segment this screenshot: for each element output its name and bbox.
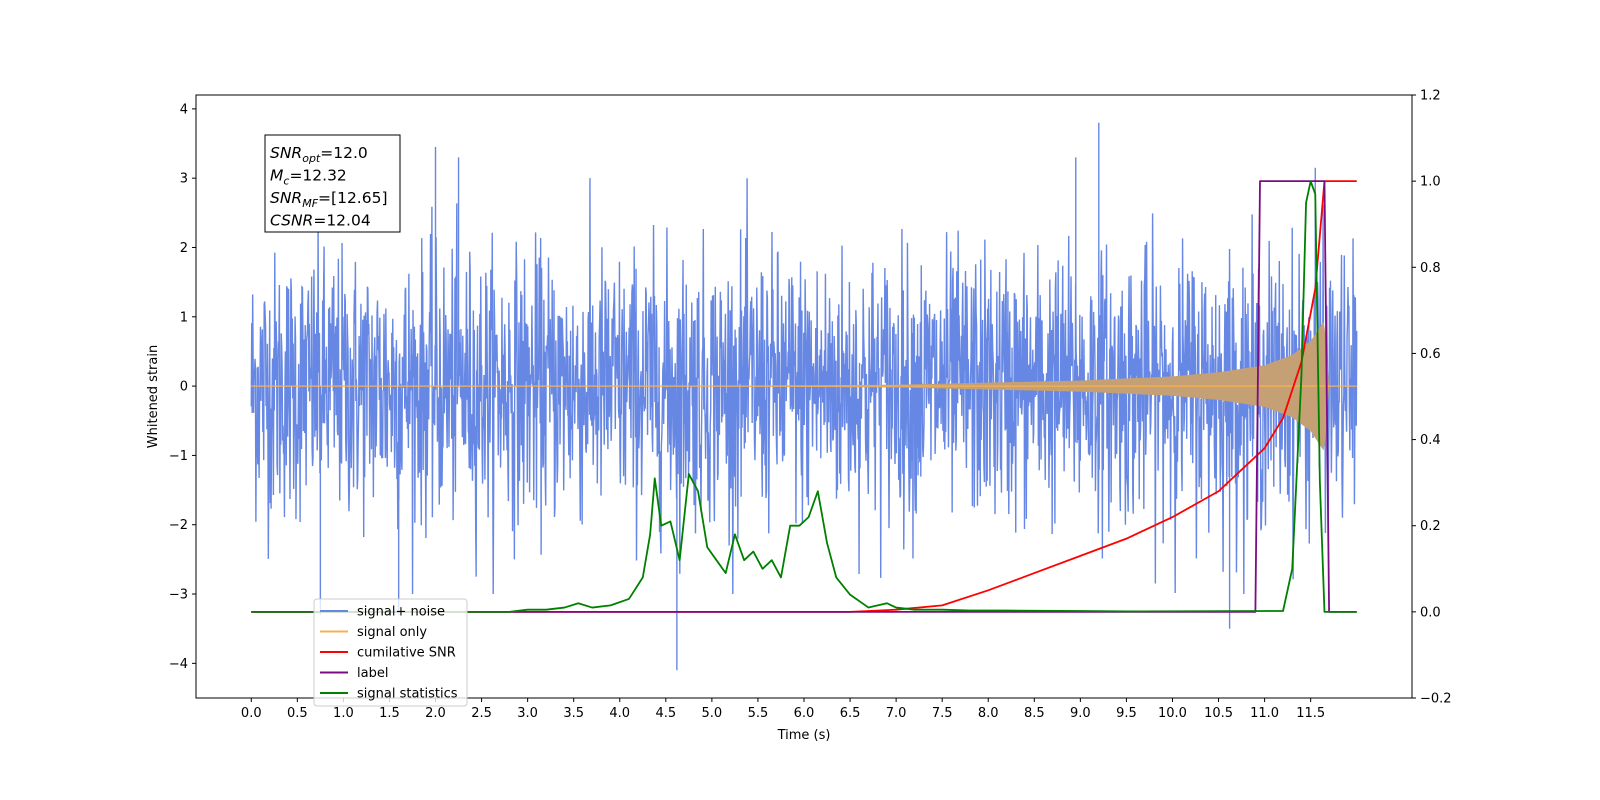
y-axis-label: Whitened strain — [146, 345, 161, 448]
stats-line: Mc=12.32 — [270, 167, 347, 188]
x-axis: 0.0 0.5 1.0 1.5 2.0 2.5 3.0 3.5 4.0 4.5 5.0 5.5 6.0 6… — [241, 698, 1325, 721]
y-tick-label: 3 — [180, 172, 188, 187]
x-tick-label: 6.5 — [840, 706, 861, 721]
x-tick-label: 8.0 — [978, 706, 999, 721]
x-tick-label: 0.0 — [241, 706, 262, 721]
y-axis-left: −4 −3 −2 −1 0 1 2 3 4 — [169, 102, 196, 672]
series-signal-statistics-line — [251, 180, 1357, 613]
x-tick-label: 7.5 — [932, 706, 953, 721]
y2-tick-label: 0.4 — [1420, 433, 1441, 448]
x-tick-label: 11.5 — [1296, 706, 1325, 721]
x-tick-label: 10.5 — [1204, 706, 1233, 721]
y-tick-label: 4 — [180, 102, 188, 117]
legend: signal+ noise signal only cumilative SNR la… — [313, 598, 468, 707]
plot-area — [250, 122, 1358, 671]
legend-frame — [313, 598, 468, 707]
legend-entry-label: signal statistics — [357, 687, 458, 702]
x-tick-label: 8.5 — [1024, 706, 1045, 721]
x-tick-label: 4.0 — [609, 706, 630, 721]
x-tick-label: 10.0 — [1158, 706, 1187, 721]
y2-tick-label: 1.2 — [1420, 89, 1441, 104]
y-tick-label: −1 — [169, 449, 188, 464]
legend-entry-label: cumilative SNR — [357, 646, 456, 661]
x-tick-label: 11.0 — [1250, 706, 1279, 721]
x-tick-label: 5.0 — [702, 706, 723, 721]
y-tick-label: −2 — [169, 518, 188, 533]
x-tick-label: 0.5 — [287, 706, 308, 721]
x-tick-label: 6.0 — [794, 706, 815, 721]
x-tick-label: 9.5 — [1116, 706, 1137, 721]
y2-tick-label: −0.2 — [1420, 692, 1452, 707]
y-tick-label: −3 — [169, 588, 188, 603]
y2-tick-label: 0.0 — [1420, 605, 1441, 620]
legend-entry-label: signal only — [357, 625, 427, 640]
x-tick-label: 3.5 — [563, 706, 584, 721]
x-tick-label: 7.0 — [886, 706, 907, 721]
stats-box-frame — [264, 134, 401, 233]
x-tick-label: 2.5 — [471, 706, 492, 721]
x-tick-label: 5.5 — [748, 706, 769, 721]
y2-tick-label: 0.2 — [1420, 519, 1441, 534]
stats-line: SNRopt=12.0 — [270, 144, 368, 165]
y-tick-label: −4 — [169, 657, 188, 672]
x-axis-label: Time (s) — [777, 728, 831, 743]
x-tick-label: 4.5 — [655, 706, 676, 721]
legend-entry-label: signal+ noise — [357, 605, 445, 620]
series-cumilative-snr-line — [251, 180, 1357, 613]
y2-tick-label: 0.8 — [1420, 261, 1441, 276]
x-tick-label: 3.0 — [517, 706, 538, 721]
x-tick-label: 1.5 — [379, 706, 400, 721]
stats-line: CSNR=12.04 — [270, 212, 371, 230]
legend-entry-label: label — [357, 666, 388, 681]
stats-line: SNRMF=[12.65] — [270, 189, 388, 210]
y2-tick-label: 1.0 — [1420, 175, 1441, 190]
y2-tick-label: 0.6 — [1420, 347, 1441, 362]
y-axis-right: −0.2 0.0 0.2 0.4 0.6 0.8 1.0 1.2 — [1412, 89, 1452, 707]
x-tick-label: 9.0 — [1070, 706, 1091, 721]
x-tick-label: 1.0 — [333, 706, 354, 721]
x-tick-label: 2.0 — [425, 706, 446, 721]
y-tick-label: 0 — [180, 380, 188, 395]
y-tick-label: 2 — [180, 241, 188, 256]
y-tick-label: 1 — [180, 310, 188, 325]
